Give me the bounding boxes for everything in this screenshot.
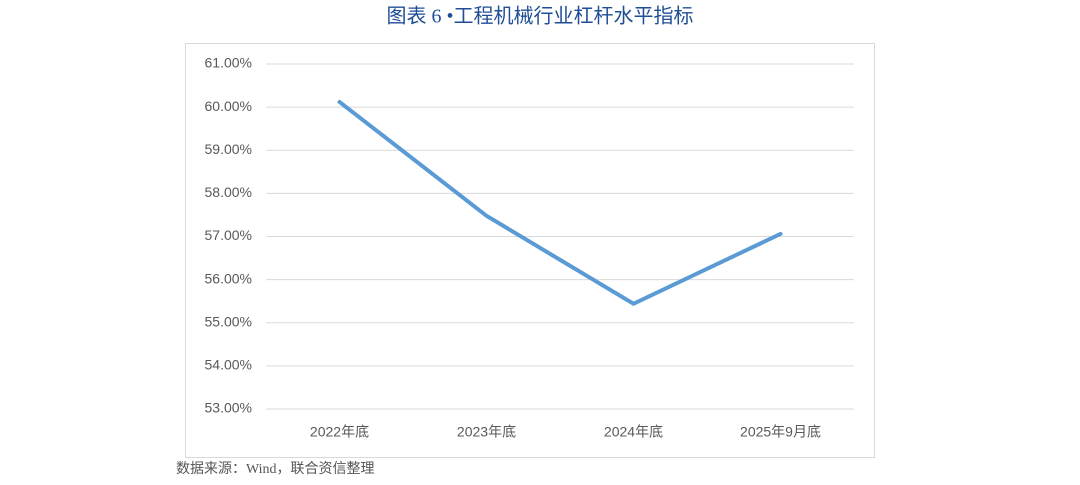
x-tick-label: 2023年底	[457, 424, 516, 440]
chart-frame	[185, 43, 875, 458]
x-tick-label: 2025年9月底	[740, 424, 821, 440]
y-tick-label: 56.00%	[205, 270, 252, 286]
data-line	[337, 99, 783, 306]
y-tick-label: 60.00%	[205, 98, 252, 114]
y-tick-label: 59.00%	[205, 141, 252, 157]
y-tick-label: 57.00%	[205, 227, 252, 243]
y-tick-label: 61.00%	[205, 55, 252, 71]
y-tick-label: 58.00%	[205, 184, 252, 200]
source-note: 数据来源：Wind，联合资信整理	[176, 461, 375, 477]
y-tick-label: 53.00%	[205, 400, 252, 416]
y-tick-label: 55.00%	[205, 313, 252, 329]
y-tick-label: 54.00%	[205, 357, 252, 373]
x-tick-label: 2022年底	[310, 424, 369, 440]
chart-title: 图表 6 •工程机械行业杠杆水平指标	[386, 5, 693, 28]
x-tick-label: 2024年底	[604, 424, 663, 440]
